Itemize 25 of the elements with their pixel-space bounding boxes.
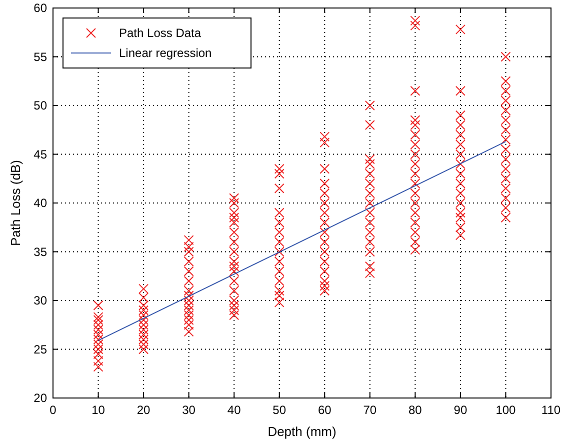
legend-label: Linear regression — [119, 46, 212, 60]
y-tick-label: 25 — [34, 342, 48, 356]
legend-label: Path Loss Data — [119, 26, 202, 40]
x-tick-label: 20 — [136, 403, 151, 417]
x-axis-title: Depth (mm) — [268, 424, 336, 439]
y-tick-label: 55 — [34, 50, 48, 64]
y-tick-label: 50 — [34, 98, 48, 112]
x-tick-label: 60 — [318, 403, 332, 417]
y-tick-label: 35 — [34, 244, 48, 259]
y-tick-label: 30 — [34, 294, 48, 308]
x-tick-label: 90 — [454, 403, 468, 417]
x-tick-label: 50 — [272, 403, 286, 417]
x-tick-label: 30 — [182, 403, 196, 417]
y-axis-title: Path Loss (dB) — [8, 160, 23, 246]
y-tick-label: 20 — [34, 391, 48, 405]
x-tick-label: 0 — [50, 403, 57, 417]
x-tick-label: 110 — [541, 403, 561, 417]
x-tick-label: 40 — [227, 403, 242, 417]
x-tick-label: 100 — [496, 403, 516, 417]
y-tick-label: 60 — [34, 1, 48, 15]
x-tick-label: 70 — [363, 403, 377, 417]
y-tick-label: 45 — [34, 147, 48, 162]
y-tick-label: 40 — [34, 196, 48, 210]
x-tick-label: 80 — [408, 403, 422, 417]
x-tick-label: 10 — [92, 403, 106, 417]
